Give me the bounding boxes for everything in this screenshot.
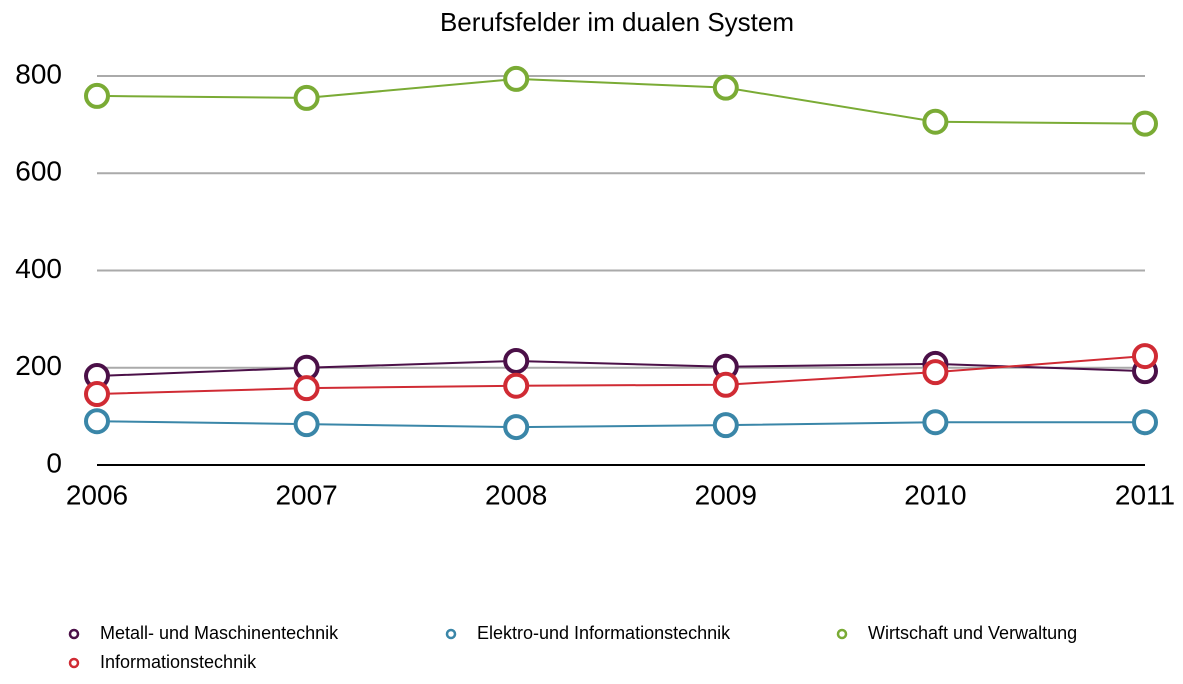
data-point — [712, 412, 739, 439]
data-point — [84, 408, 110, 435]
legend-label: Metall- und Maschinentechnik — [100, 623, 339, 643]
legend-label: Informationstechnik — [100, 652, 257, 672]
data-point — [1132, 343, 1158, 370]
legend-label: Elektro-und Informationstechnik — [477, 623, 731, 643]
chart-title: Berufsfelder im dualen System — [440, 7, 794, 37]
legend-label: Wirtschaft und Verwaltung — [868, 623, 1077, 643]
data-point — [1132, 110, 1158, 137]
y-tick-label: 400 — [15, 253, 62, 284]
series-line — [96, 420, 1145, 429]
data-point — [293, 411, 320, 438]
data-point — [293, 375, 320, 402]
data-point — [922, 359, 949, 386]
data-point — [84, 381, 110, 408]
data-point — [503, 414, 530, 441]
series-line — [96, 359, 1146, 378]
legend-marker — [68, 628, 80, 640]
legend-marker — [445, 628, 457, 640]
data-point — [1132, 409, 1158, 436]
x-tick-label: 2008 — [485, 479, 547, 510]
data-point — [712, 74, 739, 101]
legend-marker — [836, 628, 848, 640]
data-point — [293, 84, 320, 111]
series-line — [96, 77, 1146, 125]
legend-marker — [68, 657, 80, 669]
data-point — [503, 347, 530, 374]
x-tick-label: 2006 — [66, 479, 128, 510]
data-point — [503, 372, 530, 399]
series-line — [96, 355, 1146, 396]
data-point — [503, 65, 530, 92]
data-point — [922, 108, 949, 135]
y-tick-label: 600 — [15, 156, 62, 187]
data-point — [922, 409, 949, 436]
x-tick-label: 2009 — [695, 479, 757, 510]
x-tick-label: 2007 — [275, 479, 337, 510]
x-tick-label: 2010 — [904, 479, 966, 510]
y-tick-label: 800 — [15, 58, 62, 89]
y-tick-label: 0 — [46, 447, 62, 478]
x-tick-label: 2011 — [1115, 479, 1175, 510]
data-point — [712, 371, 739, 398]
data-point — [84, 82, 110, 109]
y-tick-label: 200 — [15, 350, 62, 381]
